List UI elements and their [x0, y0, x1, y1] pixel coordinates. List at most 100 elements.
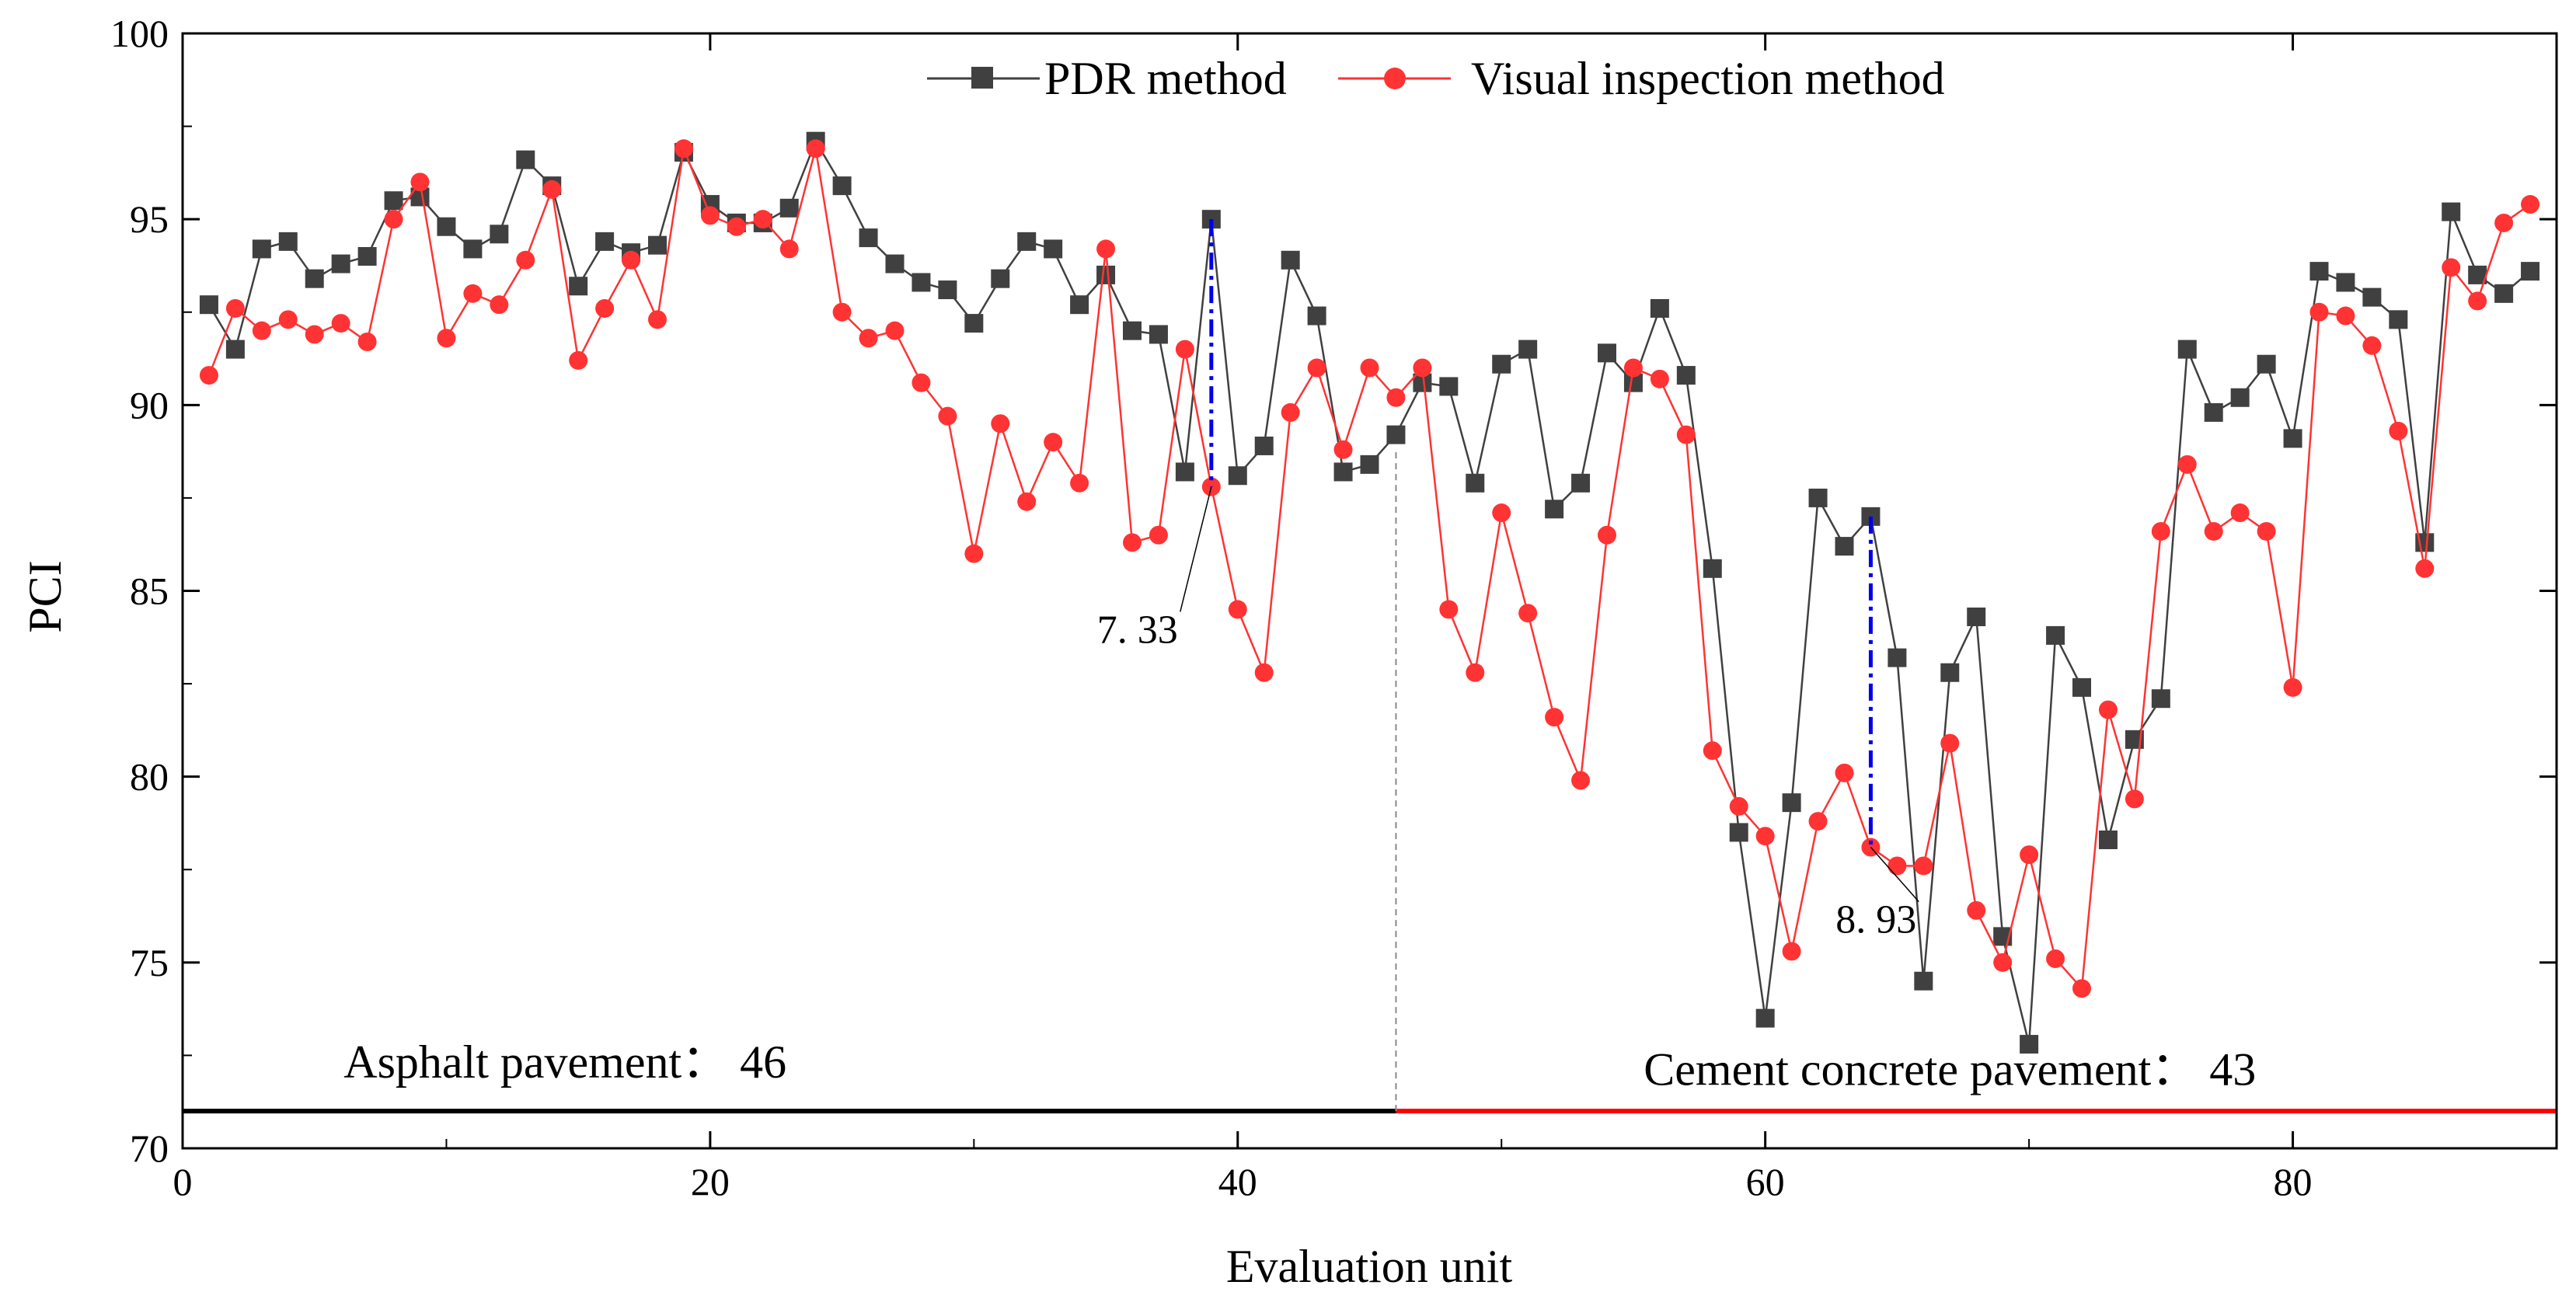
data-point — [331, 314, 350, 333]
data-point — [1914, 856, 1933, 876]
data-point — [2494, 213, 2514, 232]
data-point — [2283, 677, 2302, 697]
y-tick-label: 95 — [130, 197, 169, 241]
data-point — [885, 254, 905, 273]
data-point — [1333, 440, 1353, 459]
data-point — [938, 406, 957, 426]
data-point — [1755, 827, 1775, 846]
data-point — [753, 210, 772, 229]
data-point — [1281, 402, 1300, 422]
data-point — [1175, 462, 1194, 482]
data-point — [1623, 358, 1643, 378]
data-point — [463, 239, 483, 259]
y-tick-label: 70 — [130, 1127, 169, 1170]
annotation-leader-1 — [1180, 486, 1212, 612]
data-point — [1967, 607, 1986, 626]
data-point — [1044, 433, 1063, 452]
data-point — [225, 340, 245, 359]
data-point — [1386, 425, 1406, 444]
data-point — [490, 295, 509, 315]
data-point — [1149, 325, 1168, 344]
data-point — [2151, 521, 2170, 541]
data-point — [1676, 366, 1696, 385]
data-point — [1782, 793, 1801, 813]
data-point — [1123, 321, 1142, 340]
data-point — [1149, 525, 1168, 545]
data-point — [1545, 500, 1564, 519]
x-tick-label: 80 — [2274, 1160, 2313, 1203]
data-point — [912, 273, 931, 292]
data-point — [384, 191, 403, 211]
data-point — [437, 217, 456, 236]
data-point — [1307, 306, 1326, 326]
data-point — [648, 310, 667, 329]
data-point — [2020, 1035, 2039, 1054]
x-tick-label: 0 — [173, 1160, 193, 1203]
data-point — [2442, 202, 2461, 221]
data-point — [2098, 700, 2118, 719]
data-point — [674, 139, 693, 158]
data-point — [1228, 466, 1247, 486]
data-point — [463, 284, 483, 303]
y-tick-label: 100 — [110, 12, 169, 55]
data-point — [252, 239, 271, 259]
data-point — [1598, 343, 1616, 363]
data-point — [1888, 856, 1907, 876]
data-point — [2072, 677, 2091, 697]
data-point — [912, 373, 931, 392]
data-point — [1017, 232, 1037, 251]
legend: PDR method Visual inspection method — [927, 53, 1945, 104]
data-point — [437, 329, 456, 348]
data-point — [1175, 340, 1194, 359]
data-point — [1360, 454, 1379, 474]
legend-marker-visual — [1384, 68, 1406, 89]
data-point — [964, 314, 984, 333]
data-point — [252, 321, 271, 340]
x-tick-label: 60 — [1746, 1160, 1785, 1203]
data-point — [1571, 473, 1591, 493]
data-point — [779, 198, 799, 218]
data-point — [305, 269, 324, 288]
axis-ticks — [181, 32, 2557, 1150]
data-point — [1571, 771, 1591, 790]
y-tick-label: 80 — [130, 755, 169, 799]
data-point — [2020, 845, 2039, 865]
data-point — [2494, 284, 2514, 303]
data-point — [1439, 377, 1459, 396]
data-point — [1096, 265, 1116, 284]
annotation-leader-2 — [1870, 847, 1919, 903]
data-point — [2257, 354, 2276, 374]
data-point — [2336, 306, 2355, 326]
data-point — [1466, 663, 1485, 682]
difference-annotations — [1180, 219, 1919, 903]
data-point — [2204, 521, 2223, 541]
data-point — [779, 239, 799, 259]
data-point — [2389, 421, 2408, 441]
data-point — [2230, 388, 2250, 407]
data-point — [1914, 971, 1933, 991]
data-point — [1650, 369, 1669, 388]
data-point — [595, 298, 615, 318]
legend-label-pdr: PDR method — [1044, 53, 1287, 104]
data-point — [278, 310, 298, 329]
data-point — [1755, 1008, 1775, 1028]
data-point — [1518, 340, 1538, 359]
data-point — [199, 366, 218, 385]
data-point — [1333, 462, 1353, 482]
data-point — [885, 321, 905, 340]
data-point — [1413, 358, 1432, 378]
series-pdr — [199, 131, 2540, 1054]
data-point — [806, 139, 825, 158]
data-point — [1808, 488, 1828, 507]
data-point — [1386, 388, 1406, 407]
data-point — [569, 277, 588, 296]
data-point — [305, 325, 324, 344]
data-point — [1123, 533, 1142, 552]
data-point — [1940, 733, 1960, 753]
data-point — [2072, 979, 2091, 998]
data-point — [1360, 358, 1379, 378]
data-point — [1835, 537, 1854, 556]
data-point — [1070, 295, 1089, 315]
